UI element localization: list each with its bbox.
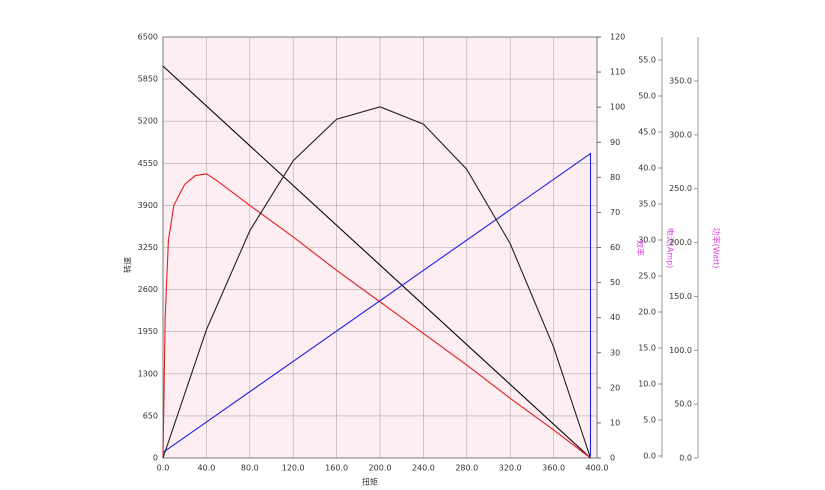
y3-tick-label: 5.0 xyxy=(643,416,656,425)
y2-tick-label: 0 xyxy=(610,454,615,463)
y2-tick-label: 60 xyxy=(610,243,620,252)
y2-tick-label: 30 xyxy=(610,348,620,357)
x-tick-label: 360.0 xyxy=(542,464,565,473)
y-tick-label: 5850 xyxy=(138,75,158,84)
y2-tick-label: 70 xyxy=(610,208,620,217)
y-tick-label: 5200 xyxy=(138,117,158,126)
x-tick-label: 200.0 xyxy=(369,464,392,473)
y-axis-title: 转速 xyxy=(123,257,133,273)
y-tick-label: 3900 xyxy=(138,201,158,210)
x-axis-title: 扭矩 xyxy=(362,477,378,487)
y4-tick-label: 0.0 xyxy=(679,454,692,463)
x-tick-label: 40.0 xyxy=(197,464,215,473)
y3-tick-label: 0.0 xyxy=(643,452,656,461)
y-tick-label: 0 xyxy=(153,454,158,463)
y3-tick-label: 35.0 xyxy=(638,200,656,209)
y4-tick-label: 300.0 xyxy=(669,130,692,139)
y2-tick-label: 80 xyxy=(610,173,620,182)
y3-tick-label: 55.0 xyxy=(638,56,656,65)
y3-tick-label: 50.0 xyxy=(638,92,656,101)
y-tick-label: 1300 xyxy=(138,369,158,378)
x-tick-label: 320.0 xyxy=(499,464,522,473)
x-tick-label: 120.0 xyxy=(282,464,305,473)
y-tick-label: 4550 xyxy=(138,159,158,168)
y3-tick-label: 15.0 xyxy=(638,344,656,353)
y4-tick-label: 50.0 xyxy=(674,400,692,409)
x-tick-label: 0.0 xyxy=(157,464,170,473)
x-tick-label: 160.0 xyxy=(325,464,348,473)
y-tick-label: 1950 xyxy=(138,327,158,336)
y2-tick-label: 100 xyxy=(610,103,625,112)
y2-tick-label: 110 xyxy=(610,68,625,77)
y3-tick-label: 10.0 xyxy=(638,380,656,389)
y-tick-label: 3250 xyxy=(138,243,158,252)
y-tick-label: 650 xyxy=(143,411,158,420)
y2-tick-label: 120 xyxy=(610,33,625,42)
y2-tick-label: 90 xyxy=(610,138,620,147)
series-line xyxy=(162,173,591,459)
y4-tick-label: 350.0 xyxy=(669,77,692,86)
y2-axis-title: 效率 xyxy=(636,240,646,256)
x-tick-label: 400.0 xyxy=(586,464,609,473)
series-line xyxy=(162,152,592,456)
series-line xyxy=(162,65,591,459)
y3-tick-label: 25.0 xyxy=(638,272,656,281)
y3-axis-title: 电流(Amp) xyxy=(666,228,676,269)
y4-tick-label: 200.0 xyxy=(669,238,692,247)
y4-axis-title: 功率(Watt) xyxy=(712,228,722,269)
y2-tick-label: 20 xyxy=(610,383,620,392)
y3-tick-label: 45.0 xyxy=(638,128,656,137)
series-line xyxy=(162,106,592,459)
y2-tick-label: 40 xyxy=(610,313,620,322)
x-tick-label: 280.0 xyxy=(455,464,478,473)
y-tick-label: 2600 xyxy=(138,285,158,294)
x-tick-label: 240.0 xyxy=(412,464,435,473)
y2-tick-label: 10 xyxy=(610,418,620,427)
y-tick-label: 6500 xyxy=(138,33,158,42)
y3-tick-label: 40.0 xyxy=(638,164,656,173)
x-tick-label: 80.0 xyxy=(241,464,259,473)
y4-tick-label: 100.0 xyxy=(669,346,692,355)
y2-tick-label: 50 xyxy=(610,278,620,287)
y4-tick-label: 150.0 xyxy=(669,292,692,301)
y3-tick-label: 30.0 xyxy=(638,236,656,245)
y4-tick-label: 250.0 xyxy=(669,184,692,193)
y3-tick-label: 20.0 xyxy=(638,308,656,317)
